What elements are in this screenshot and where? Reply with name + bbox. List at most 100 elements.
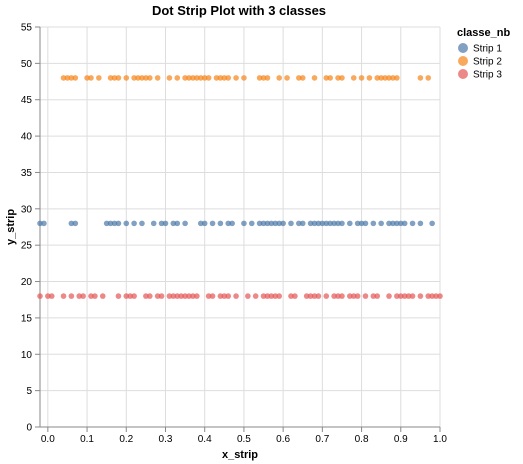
data-point — [382, 75, 388, 81]
data-point — [131, 75, 137, 81]
y-tick-label: 30 — [21, 204, 33, 215]
data-point — [299, 220, 306, 227]
data-point — [386, 220, 392, 227]
data-point — [417, 293, 424, 299]
data-point — [197, 220, 204, 227]
x-tick-label: 0.4 — [198, 434, 212, 445]
x-tick-label: 0.8 — [355, 434, 369, 445]
data-point — [354, 220, 361, 227]
x-tick-label: 1.0 — [433, 434, 447, 445]
data-point — [397, 293, 404, 299]
data-point — [205, 75, 212, 81]
data-point — [182, 220, 188, 227]
data-point — [276, 220, 283, 227]
data-point — [296, 75, 302, 81]
data-point — [260, 293, 267, 299]
data-point — [276, 293, 283, 299]
data-point — [84, 75, 90, 81]
data-point — [213, 75, 220, 81]
y-tick-label: 5 — [26, 386, 32, 397]
x-tick-label: 0.1 — [80, 434, 94, 445]
data-point — [378, 220, 384, 227]
data-point — [264, 220, 271, 227]
data-point — [88, 75, 94, 81]
data-point — [327, 75, 333, 81]
data-point — [272, 293, 279, 299]
data-point — [68, 75, 75, 81]
data-point — [394, 293, 400, 299]
data-point — [123, 293, 130, 299]
data-point — [41, 220, 47, 227]
data-point — [162, 220, 169, 227]
data-point — [233, 293, 239, 299]
data-point — [182, 75, 188, 81]
data-point — [123, 220, 130, 227]
data-point — [170, 220, 177, 227]
x-tick-label: 0.7 — [315, 434, 329, 445]
x-axis-title: x_strip — [222, 449, 258, 461]
data-point — [123, 75, 130, 81]
data-point — [319, 220, 326, 227]
x-tick-label: 0.3 — [159, 434, 173, 445]
data-point — [311, 75, 318, 81]
data-point — [296, 220, 302, 227]
y-tick-label: 20 — [21, 277, 33, 288]
data-point — [107, 220, 114, 227]
data-point — [378, 75, 384, 81]
data-point — [154, 293, 161, 299]
data-point — [339, 293, 345, 299]
data-point — [339, 220, 345, 227]
data-point — [80, 293, 86, 299]
data-point — [248, 220, 255, 227]
data-point — [143, 293, 149, 299]
y-axis-title: y_strip — [5, 209, 17, 245]
data-point — [194, 293, 200, 299]
data-point — [390, 75, 396, 81]
data-point — [331, 220, 337, 227]
data-point — [366, 75, 373, 81]
data-point — [264, 293, 271, 299]
data-point — [225, 220, 232, 227]
data-point — [401, 293, 408, 299]
data-point — [60, 293, 67, 299]
data-point — [135, 75, 141, 81]
data-point — [307, 220, 314, 227]
data-point — [331, 293, 337, 299]
y-tick-label: 25 — [21, 241, 33, 252]
data-point — [197, 75, 204, 81]
y-tick-label: 55 — [21, 23, 33, 34]
data-point — [241, 75, 247, 81]
data-point — [386, 293, 392, 299]
legend: classe_nb Strip 1 Strip 2 Strip 3 — [457, 27, 510, 81]
data-point — [205, 293, 212, 299]
series-2 — [60, 75, 432, 81]
x-tick-label: 0.9 — [394, 434, 408, 445]
data-point — [417, 220, 424, 227]
data-point — [276, 75, 283, 81]
data-point — [335, 75, 341, 81]
data-point — [111, 220, 118, 227]
legend-swatch — [458, 69, 468, 79]
y-tick-label: 35 — [21, 168, 33, 179]
axes: 0 5 10 15 20 25 30 35 40 45 50 55 0.0 0.1 0.2 0.3 0.4 0.5… — [21, 23, 448, 446]
data-point — [264, 75, 271, 81]
data-point — [178, 293, 184, 299]
legend-swatch — [458, 56, 468, 66]
data-point — [370, 220, 377, 227]
legend-label: Strip 2 — [473, 57, 502, 68]
data-point — [45, 293, 51, 299]
data-point — [37, 293, 43, 299]
data-points — [37, 75, 443, 299]
data-point — [174, 75, 181, 81]
data-point — [186, 75, 192, 81]
data-point — [315, 293, 322, 299]
data-point — [139, 220, 145, 227]
data-point — [429, 293, 435, 299]
data-point — [72, 75, 79, 81]
data-point — [68, 293, 75, 299]
data-point — [358, 220, 365, 227]
data-point — [115, 293, 122, 299]
data-point — [111, 75, 118, 81]
data-point — [221, 75, 228, 81]
